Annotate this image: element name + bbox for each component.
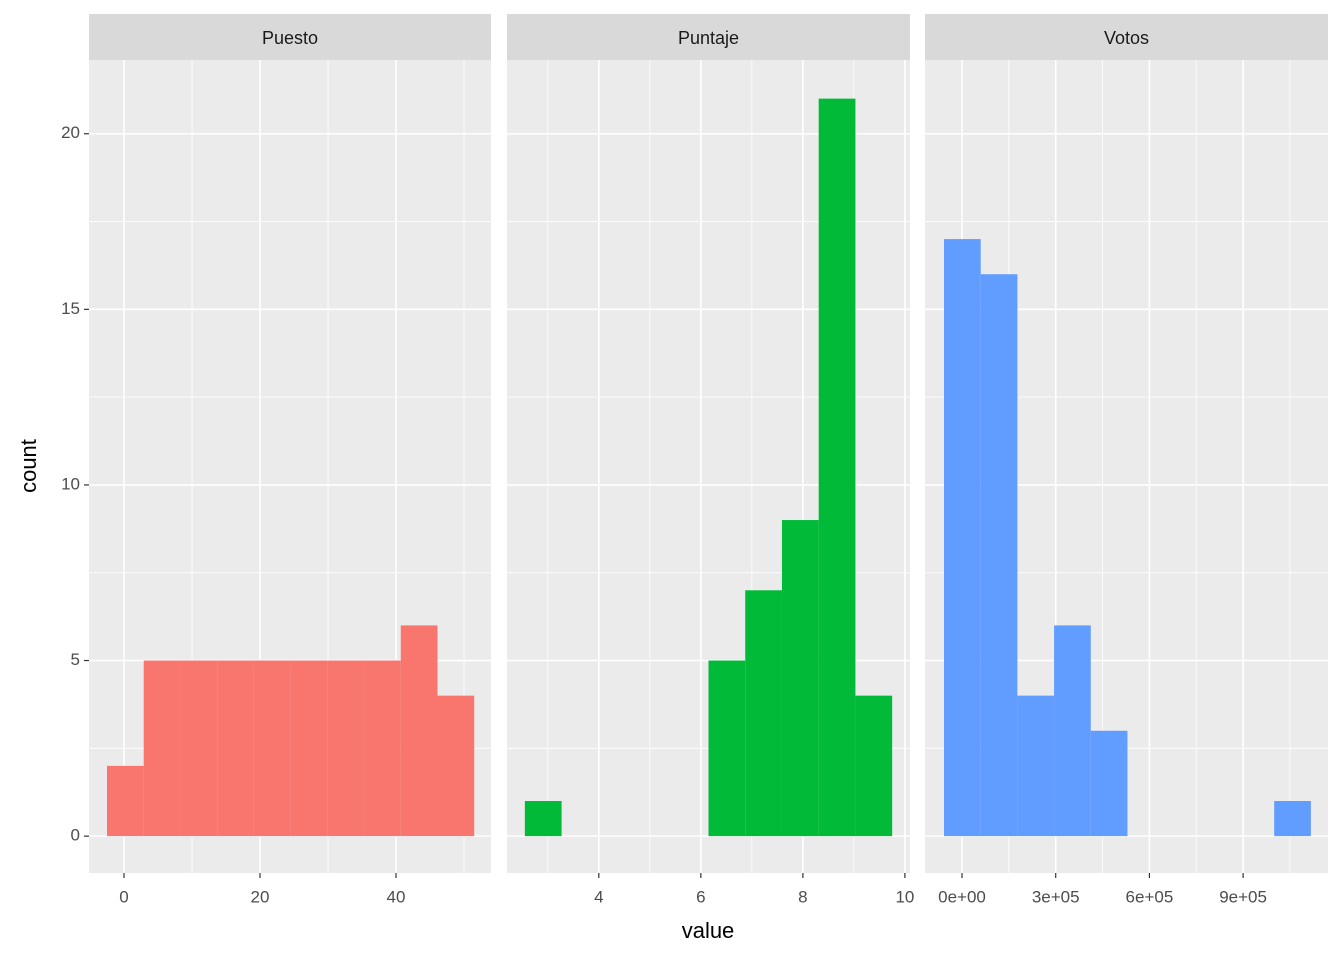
histogram-bar [944,239,981,837]
y-tick-label: 0 [71,826,80,845]
x-tick-label: 10 [895,887,914,906]
y-tick-label: 5 [71,650,80,669]
histogram-bar [437,695,475,837]
histogram-bar [855,695,893,837]
strip-title: Puesto [262,28,318,48]
histogram-bar [818,98,856,837]
x-axis-title: value [682,918,735,943]
y-tick-label: 20 [61,123,80,142]
histogram-bar [143,660,181,837]
histogram-bar [1090,730,1128,837]
x-tick-label: 0e+00 [938,887,986,906]
x-tick-label: 20 [251,887,270,906]
histogram-bar [253,660,291,837]
strip-background [89,14,491,60]
x-tick-label: 8 [798,887,807,906]
x-tick-label: 6 [696,887,705,906]
histogram-bar [980,274,1018,837]
x-tick-label: 4 [594,887,603,906]
histogram-bar [1017,695,1055,837]
histogram-bar [290,660,328,837]
x-tick-label: 3e+05 [1032,887,1080,906]
histogram-bar [107,765,144,837]
y-axis-title: count [16,439,41,493]
histogram-bar [217,660,254,837]
x-tick-label: 9e+05 [1219,887,1267,906]
y-tick-label: 10 [61,474,80,493]
histogram-bar [708,660,746,837]
y-tick-label: 15 [61,299,80,318]
histogram-bar [745,590,782,837]
histogram-bar [400,625,438,837]
histogram-bar [1274,801,1311,837]
histogram-bar [364,660,401,837]
strip-background [507,14,910,60]
histogram-bar [1054,625,1091,837]
x-tick-label: 40 [387,887,406,906]
histogram-bar [524,801,562,837]
strip-title: Votos [1104,28,1149,48]
histogram-bar [781,520,819,837]
histogram-bar [180,660,218,837]
strip-background [925,14,1328,60]
histogram-bar [327,660,365,837]
strip-title: Puntaje [678,28,739,48]
x-tick-label: 6e+05 [1126,887,1174,906]
x-tick-label: 0 [119,887,128,906]
